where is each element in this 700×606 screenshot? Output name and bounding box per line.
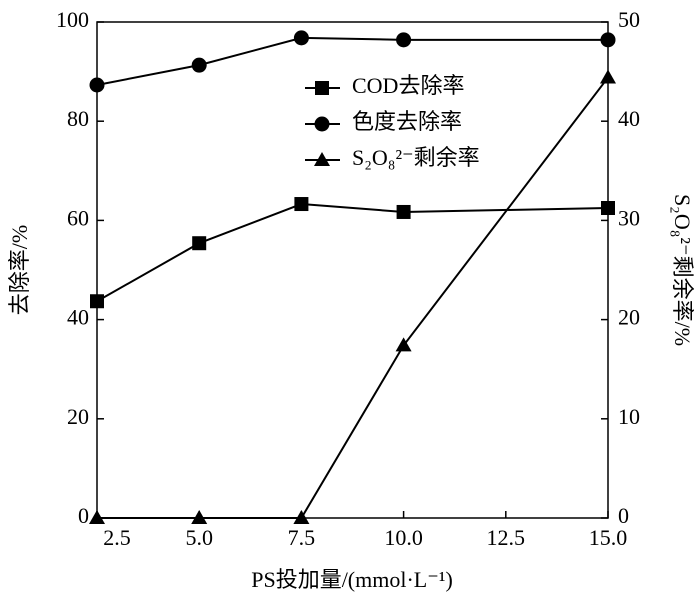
y-tick-label: 20 [67, 404, 89, 429]
data-point [600, 69, 616, 84]
y2-tick-label: 50 [618, 7, 640, 32]
x-axis-label: PS投加量/(mmol·L⁻¹) [251, 567, 453, 592]
legend-label: 色度去除率 [352, 109, 462, 134]
legend-label: S₂O₈²⁻剩余率 [352, 145, 480, 170]
data-point [600, 32, 616, 48]
x-tick-label: 15.0 [589, 525, 628, 550]
x-tick-label: 12.5 [487, 525, 526, 550]
y-tick-label: 40 [67, 305, 89, 330]
x-tick-label: 5.0 [185, 525, 213, 550]
data-point [191, 510, 208, 524]
y2-tick-label: 40 [618, 106, 640, 131]
x-tick-label: 10.0 [384, 525, 423, 550]
y-tick-label: 80 [67, 106, 89, 131]
data-point [191, 57, 207, 73]
data-point [293, 30, 309, 46]
y2-tick-label: 10 [618, 404, 640, 429]
data-point [293, 510, 310, 524]
legend-marker [315, 81, 329, 95]
y2-axis-label: S₂O₈²⁻剩余率/% [670, 194, 695, 346]
y2-tick-label: 0 [618, 503, 629, 528]
data-point [601, 201, 615, 215]
data-point [89, 77, 105, 93]
x-tick-label: 2.5 [103, 525, 131, 550]
series-line [97, 76, 609, 519]
plot-frame [96, 21, 609, 519]
legend-marker [314, 152, 330, 166]
data-point [294, 197, 309, 212]
data-point [396, 204, 411, 219]
data-point [89, 510, 105, 524]
y-tick-label: 60 [67, 205, 89, 230]
data-point [395, 337, 412, 352]
data-point [396, 32, 412, 48]
y2-tick-label: 20 [618, 305, 640, 330]
y2-tick-label: 30 [618, 205, 640, 230]
y-tick-label: 0 [78, 503, 89, 528]
data-point [90, 294, 104, 309]
y-axis-label: 去除率/% [7, 225, 32, 315]
series-line [96, 203, 609, 303]
legend-marker [314, 116, 330, 132]
y-tick-label: 100 [56, 7, 89, 32]
legend-label: COD去除率 [352, 73, 464, 98]
data-point [192, 236, 207, 251]
x-tick-label: 7.5 [288, 525, 316, 550]
